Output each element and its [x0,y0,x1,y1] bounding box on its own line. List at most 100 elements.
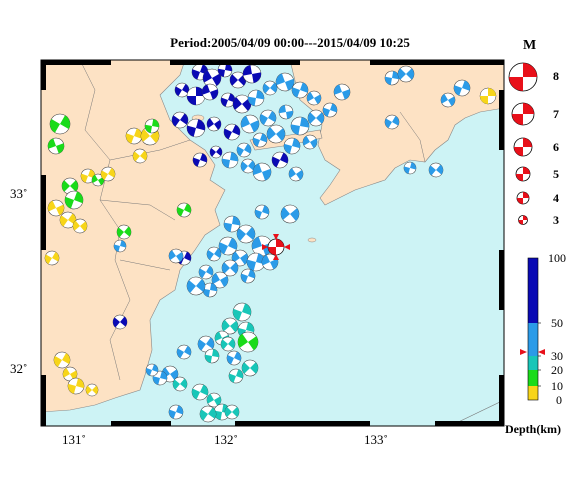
magnitude-label-8: 8 [553,69,559,83]
focal-mechanism-beachball [226,350,242,366]
focal-mechanism-beachball [288,166,304,182]
focal-mechanism-beachball [232,302,252,322]
focal-mechanism-beachball [192,152,208,168]
focal-mechanism-beachball [236,142,252,158]
focal-mechanism-beachball [259,109,277,127]
focal-mechanism-beachball [242,64,262,84]
focal-mechanism-beachball [247,89,265,107]
focal-mechanism-beachball [333,83,351,101]
focal-mechanism-beachball [217,62,233,78]
focal-mechanism-beachball [322,102,338,118]
focal-mechanism-beachball [125,127,143,145]
focal-mechanism-beachball [199,405,217,423]
focal-mechanism-beachball [262,80,278,96]
focal-mechanism-beachball [100,166,116,182]
sadamisaki-peninsula [249,129,323,151]
focal-mechanism-beachball [198,264,214,280]
focal-mechanism-beachball [453,79,471,97]
focal-mechanism-beachball [220,92,236,108]
focal-mechanism-beachball [275,72,295,92]
lon-tick-133: 133˚ [364,432,388,447]
focal-mechanism-beachball [44,250,60,266]
focal-mechanisms [44,62,497,423]
focal-mechanism-beachball [231,249,249,267]
focal-mechanism-beachball [278,104,294,120]
lat-tick-32: 32˚ [10,361,28,376]
magnitude-label-7: 7 [553,107,559,121]
focal-mechanism-beachball [186,118,206,138]
period-title: Period:2005/04/09 00:00---2015/04/09 10:… [170,35,410,50]
focal-mechanism-beachball [202,68,222,88]
focal-mechanism-beachball [191,383,209,401]
focal-mechanism-beachball [168,248,184,264]
latest-event-marker [262,234,290,260]
focal-mechanism-beachball [241,359,259,377]
focal-mechanism-beachball [223,123,241,141]
focal-mechanism-beachball [302,134,318,150]
focal-mechanism-beachball [211,271,229,289]
focal-mechanism-beachball [53,351,71,369]
focal-mechanism-beachball [206,392,222,408]
focal-mechanism-beachball [144,118,160,134]
depth-tick-50: 50 [551,316,563,330]
focal-mechanism-beachball [237,331,259,353]
focal-mechanism-beachball [306,90,322,106]
focal-mechanism-beachball [440,92,456,108]
focal-mechanism-beachball [171,111,189,129]
focal-mechanism-beachball [221,259,239,277]
focal-mechanism-beachball [228,368,244,384]
focal-mechanism-beachball [384,114,400,130]
focal-mechanism-beachball [221,151,239,169]
island [307,237,317,243]
depth-tick-10: 10 [551,379,563,393]
focal-mechanism-beachball [218,236,238,256]
lon-tick-132: 132˚ [214,432,238,447]
focal-mechanism-beachball [186,86,206,106]
focal-mechanism-beachball [59,211,77,229]
focal-mechanism-beachball [252,132,268,148]
depth-tick-100: 100 [548,251,566,265]
focal-mechanism-beachball [307,109,325,127]
focal-mechanism-beachball [145,363,159,377]
focal-mechanism-beachball [85,383,99,397]
focal-mechanism-beachball [236,224,256,244]
focal-mechanism-beachball [113,239,127,253]
focal-mechanism-beachball [290,116,310,136]
focal-mechanism-beachball [202,282,218,298]
focal-mechanism-beachball [266,124,286,144]
focal-mechanism-beachball [72,218,88,234]
magnitude-label-5: 5 [553,167,559,181]
depth-colorbar [520,257,545,401]
focal-mechanism-beachball [428,162,444,178]
focal-mechanism-beachball [152,370,168,386]
focal-mechanism-beachball [176,344,192,360]
focal-mechanism-beachball [168,404,184,420]
focal-mechanism-beachball [176,202,192,218]
focal-mechanism-beachball [201,83,219,101]
focal-mechanism-beachball [397,65,415,83]
focal-mechanism-beachball [132,148,148,164]
depth-tick-20: 20 [551,363,563,377]
focal-mechanism-beachball [206,246,222,262]
focal-mechanism-beachball [252,162,272,182]
magnitude-legend [508,62,538,225]
focal-mechanism-beachball [220,336,236,352]
magnitude-label-6: 6 [553,140,559,154]
latest-depth-marker-right [538,349,545,355]
focal-mechanism-beachball [116,224,132,240]
focal-mechanism-beachball [479,87,497,105]
map-border-ticks [41,60,504,426]
focal-mechanism-beachball [49,113,71,135]
magnitude-legend-title: M [523,38,537,53]
focal-mechanism-beachball [67,377,85,395]
focal-mechanism-beachball [61,177,79,195]
depth-tick-0: 0 [556,393,562,407]
focal-mechanism-beachball [224,404,240,420]
focal-mechanism-beachball [206,116,222,132]
focal-mechanism-beachball [291,81,309,99]
focal-mechanism-beachball [204,348,220,364]
focal-mechanism-beachball [112,314,128,330]
focal-mechanism-beachball [47,199,65,217]
focal-mechanism-beachball [280,204,300,224]
